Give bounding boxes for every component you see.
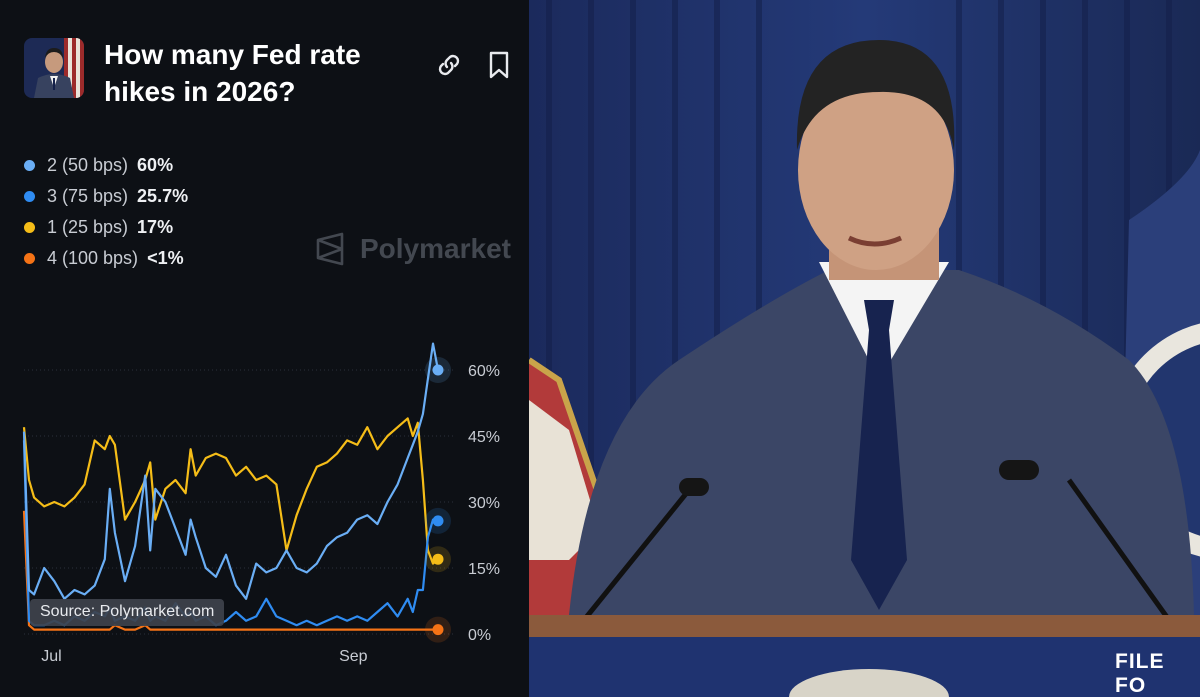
polymarket-watermark: Polymarket xyxy=(314,232,511,266)
legend-value: <1% xyxy=(147,248,184,268)
legend-item[interactable]: 1 (25 bps) 17% xyxy=(24,212,188,243)
x-tick-label: Sep xyxy=(339,648,368,665)
series-end-point[interactable] xyxy=(432,364,444,376)
polymarket-logo-icon xyxy=(316,232,344,266)
line-chart: 60% 45% 30% 15% 0% Jul Sep xyxy=(22,342,500,665)
market-card: How many Fed rate hikes in 2026? 2 (50 b… xyxy=(0,0,529,697)
series-line xyxy=(22,342,440,600)
podium-sign-text: FILE FO xyxy=(1115,650,1165,697)
series-end-point[interactable] xyxy=(432,624,444,636)
y-tick-label: 45% xyxy=(468,429,500,446)
y-tick-label: 30% xyxy=(468,495,500,512)
link-icon[interactable] xyxy=(434,50,464,80)
legend-label: 3 (75 bps) xyxy=(47,186,129,206)
speaker-thumbnail-icon xyxy=(24,38,84,98)
series-end-point[interactable] xyxy=(432,515,444,527)
market-avatar[interactable] xyxy=(24,38,84,98)
legend-label: 4 (100 bps) xyxy=(47,248,139,268)
series-end-point[interactable] xyxy=(432,553,444,565)
legend-label: 2 (50 bps) xyxy=(47,155,129,175)
series-line xyxy=(22,417,439,565)
legend-value: 60% xyxy=(137,155,174,175)
chart-legend: 2 (50 bps) 60% 3 (75 bps) 25.7% 1 (25 bp… xyxy=(24,150,188,274)
legend-item[interactable]: 2 (50 bps) 60% xyxy=(24,150,188,181)
legend-dot xyxy=(24,160,35,171)
press-photo: FILE FO xyxy=(529,0,1200,697)
y-tick-label: 60% xyxy=(468,363,500,380)
x-tick-label: Jul xyxy=(41,648,61,665)
legend-value: 17% xyxy=(137,217,174,237)
legend-label: 1 (25 bps) xyxy=(47,217,129,237)
source-label: Source: Polymarket.com xyxy=(30,599,225,626)
watermark-text: Polymarket xyxy=(360,233,511,264)
bookmark-icon[interactable] xyxy=(486,50,512,80)
page-title: How many Fed rate hikes in 2026? xyxy=(104,39,361,107)
legend-dot xyxy=(24,222,35,233)
legend-value: 25.7% xyxy=(137,186,189,206)
legend-item[interactable]: 4 (100 bps) <1% xyxy=(24,243,188,274)
y-tick-label: 0% xyxy=(468,627,491,644)
legend-dot xyxy=(24,191,35,202)
y-tick-label: 15% xyxy=(468,561,500,578)
legend-dot xyxy=(24,253,35,264)
legend-item[interactable]: 3 (75 bps) 25.7% xyxy=(24,181,188,212)
series-line xyxy=(22,510,438,631)
press-conference-image xyxy=(529,0,1200,697)
